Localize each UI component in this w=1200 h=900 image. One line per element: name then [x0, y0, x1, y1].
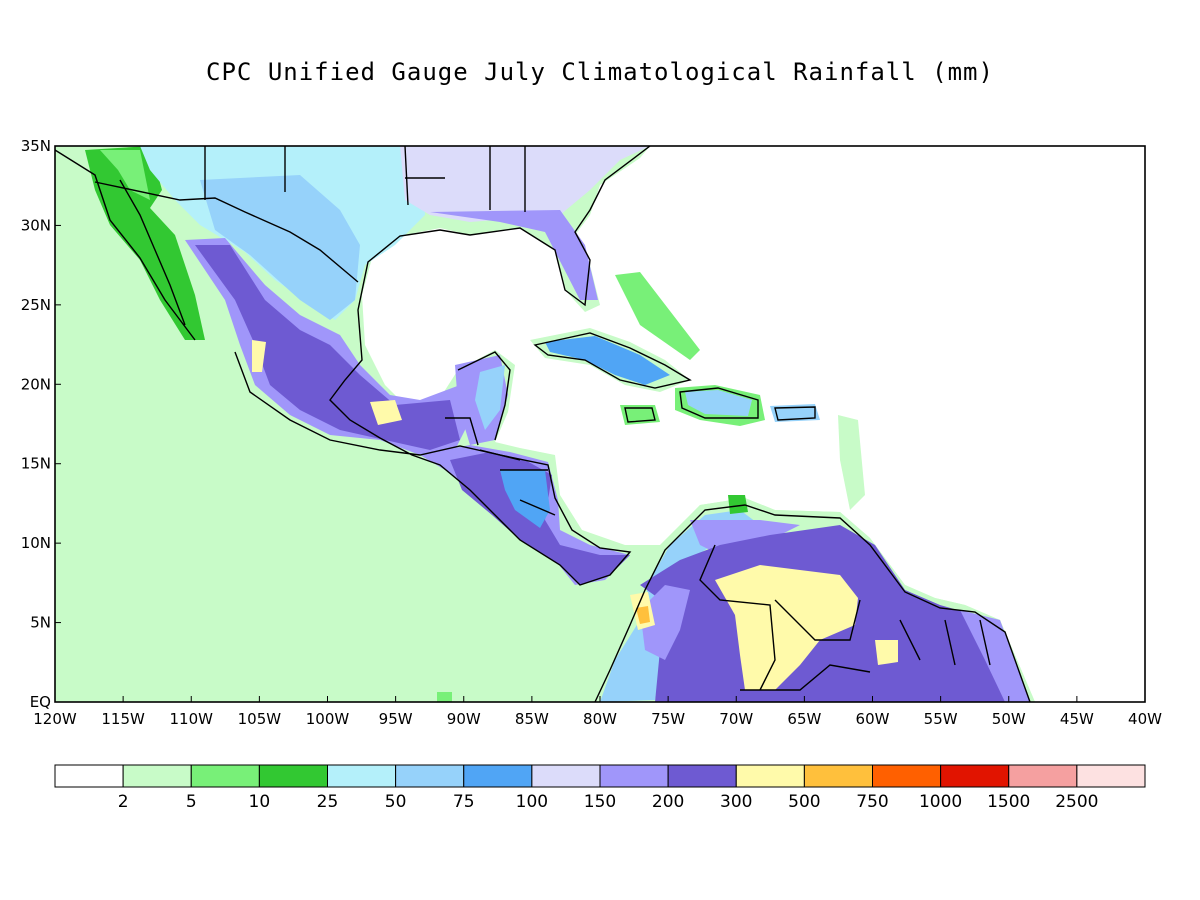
x-tick-label: 115W: [101, 710, 145, 728]
x-tick-label: 120W: [33, 710, 77, 728]
colorbar-label: 25: [317, 792, 339, 812]
colorbar-swatch: [463, 764, 533, 788]
colorbar-swatch: [190, 764, 260, 788]
region-colombia-blue: [600, 510, 760, 702]
coastline-hispaniola: [679, 387, 759, 419]
border-us-mexico: [94, 181, 359, 283]
region-mexico-yellow-1: [252, 340, 266, 372]
colorbar-swatch: [872, 764, 942, 788]
region-curacao: [728, 495, 748, 514]
colorbar-label: 200: [652, 792, 684, 812]
colorbar-label: 2500: [1055, 792, 1098, 812]
colorbar-swatch: [54, 764, 124, 788]
chart-title: CPC Unified Gauge July Climatological Ra…: [206, 58, 994, 86]
coastline-jamaica: [624, 407, 656, 423]
colorbar-swatch: [1008, 764, 1078, 788]
colorbar-label: 10: [249, 792, 271, 812]
y-tick-label: EQ: [30, 693, 51, 711]
region-gulf-coast: [430, 210, 598, 300]
x-tick-label: 90W: [447, 710, 481, 728]
x-tick-label: 50W: [992, 710, 1026, 728]
axes: 120W 115W 110W 105W 100W 95W 90W 85W 80W 75W 70W 65…: [21, 137, 1162, 728]
y-tick-label: 25N: [21, 296, 51, 314]
region-colombia-pacific: [640, 585, 690, 660]
x-tick-label: 80W: [583, 710, 617, 728]
x-tick-label: 45W: [1060, 710, 1094, 728]
border-south-america: [699, 544, 991, 691]
y-tick-label: 30N: [21, 216, 51, 234]
y-tick-label: 5N: [30, 614, 51, 632]
x-tick-label: 55W: [924, 710, 958, 728]
region-baja-green: [85, 146, 205, 340]
x-tick-label: 40W: [1128, 710, 1162, 728]
region-orinoco-yellow: [715, 565, 858, 690]
x-tick-label: 85W: [515, 710, 549, 728]
region-cuba-blue: [545, 336, 670, 385]
colorbar-label: 1500: [987, 792, 1030, 812]
colorbar-swatch: [667, 764, 737, 788]
coastline-yucatan: [457, 351, 511, 441]
colorbar-label: 50: [385, 792, 407, 812]
colorbar-swatch: [395, 764, 465, 788]
colorbar-label: 500: [788, 792, 820, 812]
coastline-cuba: [533, 332, 692, 389]
colorbar-label: 300: [720, 792, 752, 812]
colorbar-swatch: [1076, 764, 1146, 788]
colorbar-swatch: [940, 764, 1010, 788]
x-tick-label: 70W: [719, 710, 753, 728]
region-mexico-plateau: [200, 175, 360, 320]
region-mexico-yellow-2: [370, 400, 402, 425]
colorbar-swatch: [531, 764, 601, 788]
y-tick-label: 20N: [21, 375, 51, 393]
colorbar-swatch: [599, 764, 669, 788]
x-tick-label: 100W: [306, 710, 350, 728]
colorbar-label: 750: [856, 792, 888, 812]
region-bahamas: [615, 272, 700, 360]
y-tick-label: 35N: [21, 137, 51, 155]
x-tick-label: 105W: [238, 710, 282, 728]
region-brazil-coast-light: [960, 610, 1030, 702]
coastlines-and-borders: [55, 146, 1031, 702]
region-yucatan-blue: [475, 365, 505, 430]
region-hispaniola-blue: [685, 390, 752, 416]
rainfall-shading: [55, 146, 1035, 702]
region-mexico-south: [195, 245, 460, 450]
x-tick-label: 75W: [651, 710, 685, 728]
y-tick-label: 15N: [21, 455, 51, 473]
region-guiana-yellow: [875, 640, 898, 665]
colorbar-swatch: [327, 764, 397, 788]
colorbar-label: 5: [186, 792, 197, 812]
border-central-america: [445, 417, 556, 516]
x-tick-label: 95W: [379, 710, 413, 728]
region-lesser-antilles: [838, 415, 865, 510]
colorbar-label: 100: [516, 792, 548, 812]
colorbar-swatch: [122, 764, 192, 788]
coastline-south-america: [594, 504, 1031, 702]
border-us-states: [204, 146, 526, 212]
colorbar-swatch: [803, 764, 873, 788]
x-tick-label: 110W: [170, 710, 214, 728]
region-choco-orange: [636, 606, 650, 624]
region-galapagos: [437, 692, 452, 702]
colorbar-swatch: [258, 764, 328, 788]
coastline-puerto-rico: [774, 406, 816, 421]
region-nicaragua-blue: [500, 470, 550, 528]
x-tick-label: 60W: [856, 710, 890, 728]
colorbar-label: 75: [453, 792, 475, 812]
y-tick-label: 10N: [21, 534, 51, 552]
colorbar-label: 150: [584, 792, 616, 812]
colorbar-label: 1000: [919, 792, 962, 812]
region-baja-light: [100, 150, 150, 200]
colorbar-swatch: [735, 764, 805, 788]
colorbar: 2 5 10 25 50 75 100 150 200 300 500 750 1000 1500 2500: [54, 764, 1146, 812]
colorbar-label: 2: [118, 792, 129, 812]
x-tick-label: 65W: [787, 710, 821, 728]
